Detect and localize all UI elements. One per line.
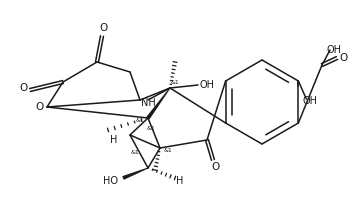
Text: OH: OH (303, 96, 318, 106)
Text: O: O (100, 23, 108, 33)
Text: &1: &1 (131, 150, 140, 155)
Text: OH: OH (200, 80, 214, 90)
Text: H: H (176, 176, 184, 186)
Polygon shape (122, 168, 148, 180)
Text: NH: NH (141, 98, 155, 108)
Text: O: O (211, 162, 219, 172)
Text: HO: HO (104, 176, 119, 186)
Text: &1: &1 (136, 118, 144, 124)
Text: &1: &1 (171, 81, 179, 86)
Text: &1: &1 (147, 126, 155, 131)
Text: O: O (339, 53, 347, 63)
Text: H: H (110, 135, 118, 145)
Text: OH: OH (327, 45, 342, 55)
Text: O: O (35, 102, 43, 112)
Polygon shape (146, 88, 170, 119)
Text: &1: &1 (164, 147, 173, 152)
Text: O: O (19, 83, 27, 93)
